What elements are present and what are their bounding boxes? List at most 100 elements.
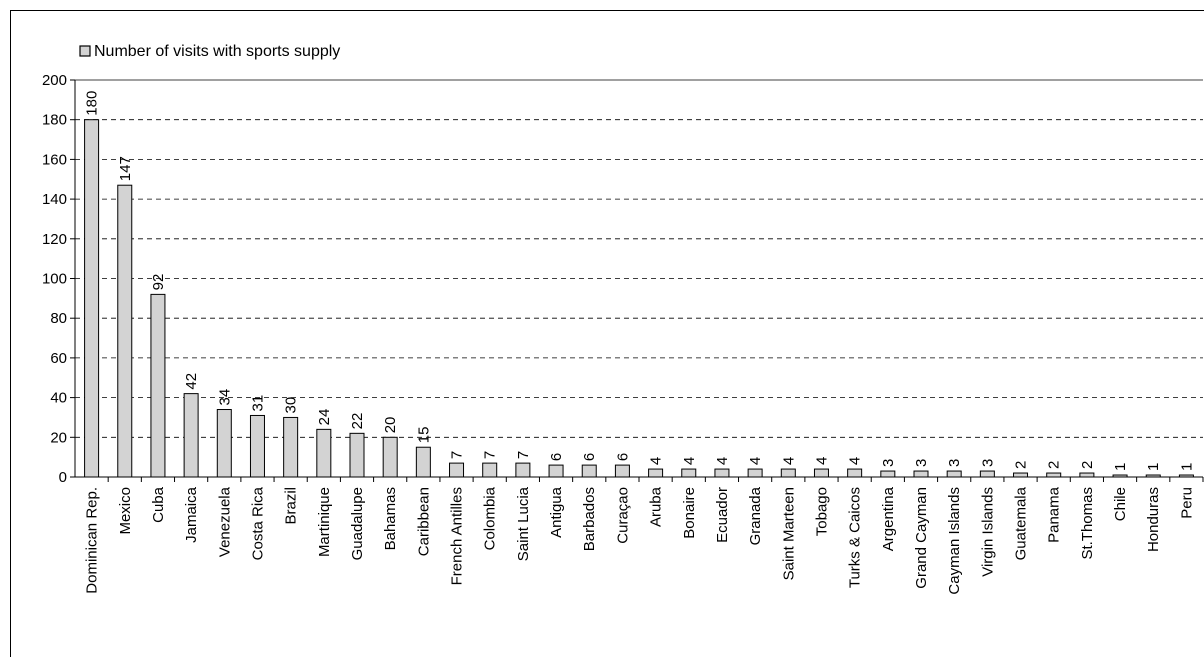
data-label: 7 [515,451,532,459]
bar [382,436,398,478]
x-tick-label: St.Thomas [1079,487,1096,560]
data-label: 4 [747,457,764,465]
bar [117,184,133,478]
x-tick-label: French Antilles [449,487,466,585]
data-label: 3 [913,459,930,467]
x-tick-label: Bonaire [681,487,698,539]
bar [847,468,863,478]
y-tick-label: 100 [42,271,67,288]
data-label: 4 [847,457,864,465]
x-tick-label: Costa Rica [249,486,266,560]
bar [449,462,465,478]
data-label: 1 [1145,463,1162,471]
x-tick-label: Antigua [548,486,565,538]
x-tick-label: Jamaica [183,486,200,543]
data-label: 4 [714,457,731,465]
x-tick-label: Saint Lucia [515,486,532,561]
bar [548,464,564,478]
data-label: 4 [813,457,830,465]
bar [216,409,232,478]
data-label: 7 [449,451,466,459]
x-tick-label: Tobago [813,487,830,536]
data-label: 4 [648,457,665,465]
y-tick-label: 140 [42,191,67,208]
data-label: 6 [614,453,631,461]
bar [747,468,763,478]
x-tick-label: Martinique [316,487,333,557]
x-tick-label: Guadalupe [349,487,366,560]
data-label: 30 [283,397,300,414]
bar [1145,474,1161,478]
data-label: 3 [946,459,963,467]
bar [349,432,365,478]
bar [614,464,630,478]
bar [1013,472,1029,478]
x-tick-label: Granada [747,486,764,545]
data-label: 7 [482,451,499,459]
bar [946,470,962,478]
bar [880,470,896,478]
bar [283,416,299,478]
bar [648,468,664,478]
x-tick-label: Chile [1112,487,1129,521]
x-tick-label: Brazil [283,487,300,525]
bar [415,446,431,478]
bar [780,468,796,478]
x-tick-label: Bahamas [382,487,399,550]
bar [681,468,697,478]
legend-swatch [79,45,91,57]
bar [813,468,829,478]
data-label: 2 [1079,461,1096,469]
bar [1079,472,1095,478]
data-label: 31 [249,395,266,412]
bar [316,428,332,478]
y-tick-label: 200 [42,72,67,89]
y-tick-label: 40 [50,390,67,407]
bar [515,462,531,478]
x-tick-label: Caribbean [415,487,432,556]
bar [482,462,498,478]
data-label: 147 [117,156,134,181]
chart-frame [10,10,1204,657]
x-tick-label: Colombia [482,486,499,550]
x-tick-label: Panama [1046,486,1063,543]
x-tick-label: Dominican Rep. [84,487,101,594]
data-label: 22 [349,413,366,430]
x-tick-label: Ecuador [714,487,731,543]
x-tick-label: Turks & Caicos [847,487,864,588]
bar [84,119,100,478]
x-tick-label: Honduras [1145,487,1162,552]
y-tick-label: 160 [42,151,67,168]
y-tick-label: 80 [50,310,67,327]
legend-label: Number of visits with sports supply [94,43,340,60]
data-label: 15 [415,427,432,444]
bar [150,293,166,478]
data-label: 6 [548,453,565,461]
data-label: 42 [183,373,200,390]
bar [1178,474,1194,478]
data-label: 4 [780,457,797,465]
x-tick-label: Cuba [150,486,167,523]
x-tick-label: Curaçao [614,487,631,544]
x-tick-label: Saint Marteen [780,487,797,580]
data-label: 1 [1112,463,1129,471]
y-tick-label: 180 [42,112,67,129]
bar [979,470,995,478]
x-tick-label: Barbados [581,487,598,551]
bar [1046,472,1062,478]
bar [249,414,265,478]
y-tick-label: 120 [42,231,67,248]
y-tick-label: 0 [59,469,67,486]
data-label: 3 [880,459,897,467]
data-label: 34 [216,389,233,406]
data-label: 3 [979,459,996,467]
x-tick-label: Cayman Islands [946,487,963,595]
x-tick-label: Virgin Islands [979,487,996,577]
data-label: 24 [316,409,333,426]
bar [183,393,199,478]
x-tick-label: Mexico [117,487,134,535]
x-tick-label: Grand Cayman [913,487,930,589]
data-label: 4 [681,457,698,465]
x-tick-label: Aruba [648,486,665,527]
